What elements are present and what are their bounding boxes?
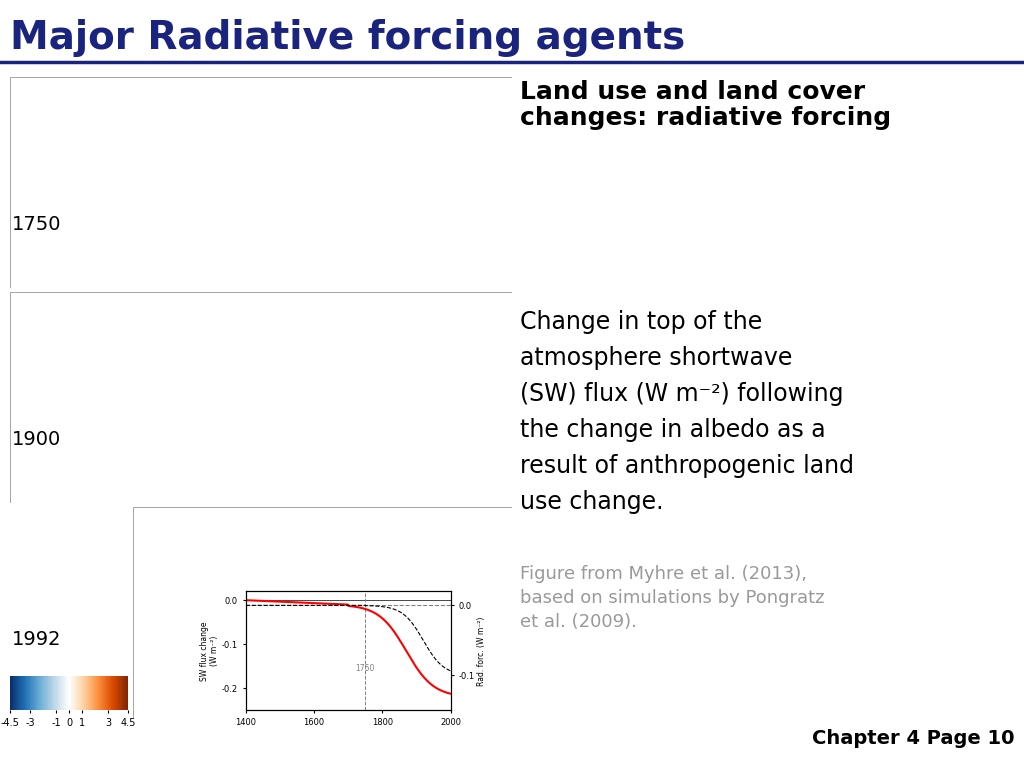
Text: Land use and land cover: Land use and land cover [520,80,865,104]
Text: et al. (2009).: et al. (2009). [520,613,637,631]
Text: Chapter 4 Page 10: Chapter 4 Page 10 [811,729,1014,748]
Text: the change in albedo as a: the change in albedo as a [520,418,825,442]
Text: use change.: use change. [520,490,664,514]
Text: 1750: 1750 [12,215,61,234]
Text: Change in top of the: Change in top of the [520,310,762,334]
Text: result of anthropogenic land: result of anthropogenic land [520,454,854,478]
Text: 1750: 1750 [355,664,375,673]
Text: 1900: 1900 [12,430,61,449]
Text: (SW) flux (W m⁻²) following: (SW) flux (W m⁻²) following [520,382,844,406]
Text: Major Radiative forcing agents: Major Radiative forcing agents [10,19,685,57]
Text: changes: radiative forcing: changes: radiative forcing [520,106,891,130]
Text: atmosphere shortwave: atmosphere shortwave [520,346,793,370]
Text: Figure from Myhre et al. (2013),: Figure from Myhre et al. (2013), [520,565,807,583]
Text: 1992: 1992 [12,630,61,649]
Y-axis label: Rad. forc. (W m⁻²): Rad. forc. (W m⁻²) [477,616,486,686]
Y-axis label: SW flux change
(W m⁻²): SW flux change (W m⁻²) [200,621,219,680]
Text: based on simulations by Pongratz: based on simulations by Pongratz [520,589,824,607]
